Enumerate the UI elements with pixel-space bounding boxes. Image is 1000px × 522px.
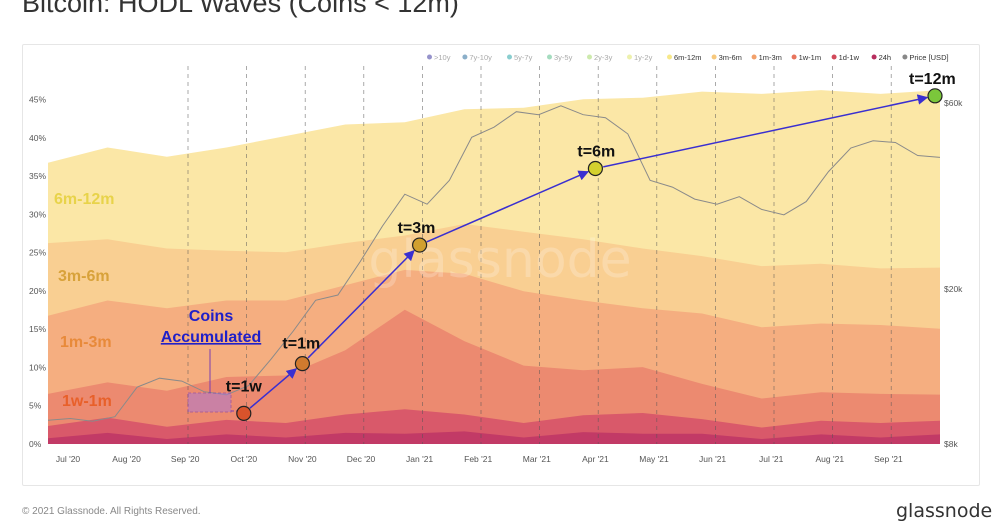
- y-tick-label: 45%: [29, 95, 46, 105]
- y-axis-left: 0% 5% 10% 15% 20% 25% 30% 35% 40% 45%: [29, 95, 46, 449]
- legend-label: 3m-6m: [719, 53, 742, 62]
- legend-marker: [507, 54, 512, 60]
- watermark-group: glassnode: [368, 230, 631, 290]
- x-tick-label: Nov '20: [288, 454, 317, 464]
- x-axis: Jul '20 Aug '20 Sep '20 Oct '20 Nov '20 Dec '…: [56, 454, 903, 464]
- milestone-point: [294, 356, 310, 372]
- chart-frame: [22, 44, 980, 486]
- x-tick-label: Dec '20: [347, 454, 376, 464]
- x-tick-label: Jul '20: [56, 454, 81, 464]
- y-tick-label: 25%: [29, 248, 46, 258]
- legend-label: 3y-5y: [554, 53, 573, 62]
- x-tick-label: Sep '20: [171, 454, 200, 464]
- legend-marker: [791, 54, 797, 60]
- legend-marker: [427, 54, 432, 60]
- band-label: 1m-3m: [60, 334, 112, 351]
- y-tick-label: 40%: [29, 133, 46, 143]
- chart-title: Bitcoin: HODL Waves (Coins < 12m): [22, 0, 459, 18]
- y-right-tick-label: $8k: [944, 439, 958, 449]
- x-tick-label: Oct '20: [230, 454, 257, 464]
- legend-label: 2y-3y: [594, 53, 613, 62]
- y-tick-label: 5%: [29, 401, 42, 411]
- y-tick-label: 20%: [29, 286, 46, 296]
- milestone-point: [927, 88, 943, 104]
- vertical-gridlines: [187, 66, 892, 444]
- x-tick-label: Aug '20: [112, 454, 141, 464]
- copyright-text: © 2021 Glassnode. All Rights Reserved.: [22, 506, 201, 517]
- legend-label: >10y: [434, 53, 451, 62]
- x-tick-label: Jul '21: [759, 454, 784, 464]
- brand-logo-text: glassnode: [896, 500, 993, 522]
- milestone-label: t=12m: [909, 71, 956, 88]
- y-right-tick-label: $60k: [944, 98, 963, 108]
- milestone-arrow: [426, 170, 590, 243]
- price-line: [47, 105, 941, 422]
- milestone-arrow: [603, 94, 929, 168]
- legend-label: 1w-1m: [799, 53, 822, 62]
- x-tick-label: Mar '21: [523, 454, 551, 464]
- band-label: 3m-6m: [58, 268, 110, 285]
- legend-marker: [667, 54, 672, 60]
- band-label: 1w-1m: [62, 393, 112, 410]
- y-tick-label: 35%: [29, 171, 46, 181]
- x-tick-label: Apr '21: [582, 454, 609, 464]
- legend-marker: [831, 54, 837, 60]
- band-label: 6m-12m: [54, 191, 114, 208]
- milestone-label: t=1w: [226, 378, 263, 395]
- x-tick-label: May '21: [639, 454, 669, 464]
- y-tick-label: 15%: [29, 324, 46, 334]
- legend-label: 7y-10y: [469, 53, 492, 62]
- x-tick-label: Sep '21: [874, 454, 903, 464]
- legend-marker: [627, 54, 632, 60]
- legend-label: 5y-7y: [514, 53, 533, 62]
- legend-marker: [751, 54, 757, 60]
- legend-marker: [547, 54, 552, 60]
- accumulated-box: [187, 392, 232, 413]
- milestone-label: t=6m: [577, 144, 615, 161]
- y-tick-label: 30%: [29, 209, 46, 219]
- milestone-point: [236, 405, 252, 421]
- accumulated-label-line1: Coins: [189, 308, 234, 325]
- accumulated-label-line2: Accumulated: [161, 329, 261, 346]
- x-tick-label: Feb '21: [464, 454, 492, 464]
- annotations: 6m-12m 3m-6m 1m-3m 1w-1m Coins Accumulated t=1…: [54, 71, 956, 421]
- legend-label: 1d-1w: [839, 53, 860, 62]
- y-tick-label: 10%: [29, 362, 46, 372]
- legend-label: Price [USD]: [909, 53, 948, 62]
- milestone-label: t=1m: [282, 336, 320, 353]
- milestone-arrow: [249, 368, 298, 409]
- y-axis-right: $8k $20k $60k: [944, 98, 963, 449]
- legend-marker: [587, 54, 592, 60]
- area-bands: [48, 90, 940, 444]
- legend-label: 24h: [879, 53, 892, 62]
- band-1w-1m: [48, 309, 940, 444]
- milestone-label: t=3m: [398, 220, 436, 237]
- legend-marker: [871, 54, 877, 60]
- y-right-tick-label: $20k: [944, 284, 963, 294]
- legend-label: 1y-2y: [634, 53, 653, 62]
- legend-marker: [902, 54, 908, 60]
- y-tick-label: 0%: [29, 439, 42, 449]
- legend: >10y 7y-10y 5y-7y 3y-5y 2y-3y 1y-2y 6m-12m 3m-6…: [427, 53, 949, 62]
- milestone-point: [587, 160, 604, 177]
- band-24h: [48, 431, 940, 444]
- legend-label: 6m-12m: [674, 53, 702, 62]
- legend-marker: [711, 54, 717, 60]
- milestone-arrow: [307, 249, 415, 359]
- x-tick-label: Aug '21: [816, 454, 845, 464]
- x-tick-label: Jun '21: [699, 454, 726, 464]
- price-line-group: [47, 105, 941, 422]
- legend-label: 1m-3m: [759, 53, 782, 62]
- legend-marker: [462, 54, 468, 60]
- x-tick-label: Jan '21: [406, 454, 433, 464]
- watermark-text: glassnode: [368, 230, 631, 290]
- milestone-point: [412, 237, 428, 253]
